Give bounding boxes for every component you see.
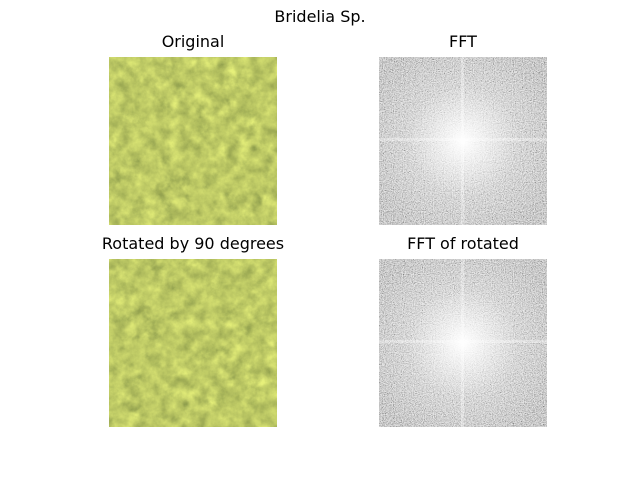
panel-title-fft: FFT — [449, 32, 477, 51]
rotated-image — [109, 259, 277, 427]
panel-title-rotated: Rotated by 90 degrees — [101, 234, 285, 253]
figure-title: Bridelia Sp. — [274, 7, 366, 26]
original-image — [109, 57, 277, 225]
rotated-image-render — [109, 259, 277, 427]
fft-image-render — [379, 57, 547, 225]
panel-title-fft-rotated: FFT of rotated — [407, 234, 519, 253]
fft-image — [379, 57, 547, 225]
fft-rotated-image-render — [379, 259, 547, 427]
fft-rotated-image — [379, 259, 547, 427]
panel-title-original: Original — [161, 32, 225, 51]
original-image-render — [109, 57, 277, 225]
